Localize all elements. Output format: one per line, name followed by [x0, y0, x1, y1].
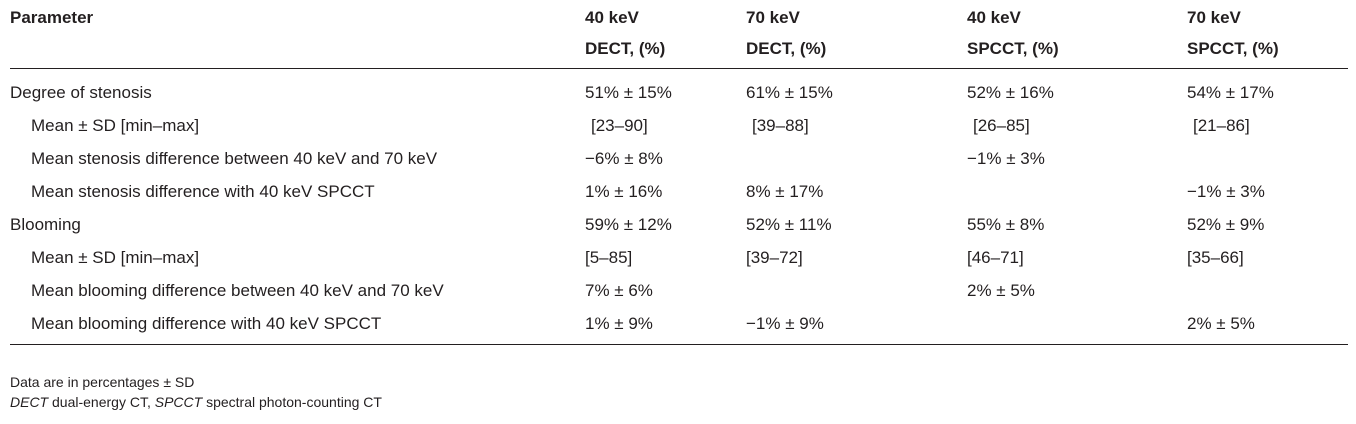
cell-40kev-spcct: 52% ± 16% [967, 83, 1054, 102]
abbreviation-spcct: SPCCT [154, 394, 203, 410]
abbreviation-dect-definition: dual-energy CT, [48, 394, 155, 410]
header-parameter: Parameter [10, 0, 585, 69]
cell-40kev-dect: 59% ± 12% [585, 215, 672, 234]
cell-40kev-dect: 1% ± 16% [585, 182, 663, 201]
cell-70kev-dect: [39–72] [746, 248, 803, 267]
table-row: Blooming 59% ± 12% 52% ± 11% 55% ± 8% 52… [10, 208, 1348, 241]
header-40kev-dect-line1: 40 keV [585, 8, 639, 27]
cell-70kev-dect: 61% ± 15% [746, 83, 833, 102]
cell-70kev-spcct: [35–66] [1187, 248, 1244, 267]
cell-70kev-spcct: 52% ± 9% [1187, 215, 1265, 234]
table-row: Mean stenosis difference with 40 keV SPC… [10, 175, 1348, 208]
header-parameter-line1: Parameter [10, 8, 94, 27]
cell-40kev-spcct: [46–71] [967, 248, 1024, 267]
cell-70kev-dect: −1% ± 9% [746, 314, 824, 333]
table-row: Mean blooming difference between 40 keV … [10, 274, 1348, 307]
results-table-container: Parameter 40 keV DECT, (%) 70 keV DECT, … [10, 0, 1348, 345]
cell-40kev-dect: [23–90] [591, 116, 648, 135]
header-40kev-spcct-line1: 40 keV [967, 8, 1021, 27]
row-label: Degree of stenosis [10, 83, 152, 102]
cell-40kev-dect: −6% ± 8% [585, 149, 663, 168]
cell-70kev-dect [746, 142, 967, 175]
cell-70kev-spcct: −1% ± 3% [1187, 182, 1265, 201]
cell-70kev-spcct: 54% ± 17% [1187, 83, 1274, 102]
abbreviation-spcct-definition: spectral photon-counting CT [202, 394, 382, 410]
cell-40kev-dect: 51% ± 15% [585, 83, 672, 102]
header-70kev-spcct-line1: 70 keV [1187, 8, 1241, 27]
header-40kev-spcct-line2: SPCCT, (%) [967, 39, 1059, 58]
footnote-data-units: Data are in percentages ± SD [10, 374, 195, 390]
header-70kev-spcct: 70 keV SPCCT, (%) [1187, 0, 1348, 69]
table-header: Parameter 40 keV DECT, (%) 70 keV DECT, … [10, 0, 1348, 69]
header-40kev-spcct: 40 keV SPCCT, (%) [967, 0, 1187, 69]
table-body: Degree of stenosis 51% ± 15% 61% ± 15% 5… [10, 69, 1348, 345]
table-footnotes: Data are in percentages ± SD DECT dual-e… [10, 372, 382, 412]
row-label: Mean ± SD [min–max] [31, 248, 200, 267]
header-70kev-dect: 70 keV DECT, (%) [746, 0, 967, 69]
cell-70kev-spcct: [21–86] [1193, 116, 1250, 135]
cell-40kev-spcct: 55% ± 8% [967, 215, 1045, 234]
row-label: Mean stenosis difference with 40 keV SPC… [31, 182, 375, 201]
cell-70kev-dect: 52% ± 11% [746, 215, 832, 234]
table-row: Degree of stenosis 51% ± 15% 61% ± 15% 5… [10, 69, 1348, 110]
header-70kev-dect-line1: 70 keV [746, 8, 800, 27]
footnote-abbreviations: DECT dual-energy CT, SPCCT spectral phot… [10, 392, 382, 412]
cell-40kev-dect: [5–85] [585, 248, 633, 267]
cell-70kev-spcct [1187, 142, 1348, 175]
cell-70kev-spcct: 2% ± 5% [1187, 314, 1255, 333]
cell-70kev-dect [746, 274, 967, 307]
row-label: Mean blooming difference between 40 keV … [31, 281, 444, 300]
abbreviation-dect: DECT [10, 394, 49, 410]
row-label: Blooming [10, 215, 81, 234]
cell-40kev-spcct: [26–85] [973, 116, 1030, 135]
cell-40kev-dect: 1% ± 9% [585, 314, 653, 333]
cell-40kev-spcct: 2% ± 5% [967, 281, 1035, 300]
cell-70kev-dect: [39–88] [752, 116, 809, 135]
table-row: Mean ± SD [min–max] [5–85] [39–72] [46–7… [10, 241, 1348, 274]
cell-40kev-dect: 7% ± 6% [585, 281, 653, 300]
row-label: Mean ± SD [min–max] [31, 116, 200, 135]
cell-70kev-spcct [1187, 274, 1348, 307]
cell-40kev-spcct: −1% ± 3% [967, 149, 1045, 168]
table-row: Mean ± SD [min–max] [23–90] [39–88] [26–… [10, 109, 1348, 142]
row-label: Mean stenosis difference between 40 keV … [31, 149, 438, 168]
table-row: Mean blooming difference with 40 keV SPC… [10, 307, 1348, 345]
results-table: Parameter 40 keV DECT, (%) 70 keV DECT, … [10, 0, 1348, 345]
cell-40kev-spcct [967, 307, 1187, 345]
header-70kev-spcct-line2: SPCCT, (%) [1187, 39, 1279, 58]
header-40kev-dect: 40 keV DECT, (%) [585, 0, 746, 69]
cell-40kev-spcct [967, 175, 1187, 208]
header-row: Parameter 40 keV DECT, (%) 70 keV DECT, … [10, 0, 1348, 69]
table-row: Mean stenosis difference between 40 keV … [10, 142, 1348, 175]
cell-70kev-dect: 8% ± 17% [746, 182, 824, 201]
header-70kev-dect-line2: DECT, (%) [746, 39, 827, 58]
header-40kev-dect-line2: DECT, (%) [585, 39, 666, 58]
row-label: Mean blooming difference with 40 keV SPC… [31, 314, 382, 333]
